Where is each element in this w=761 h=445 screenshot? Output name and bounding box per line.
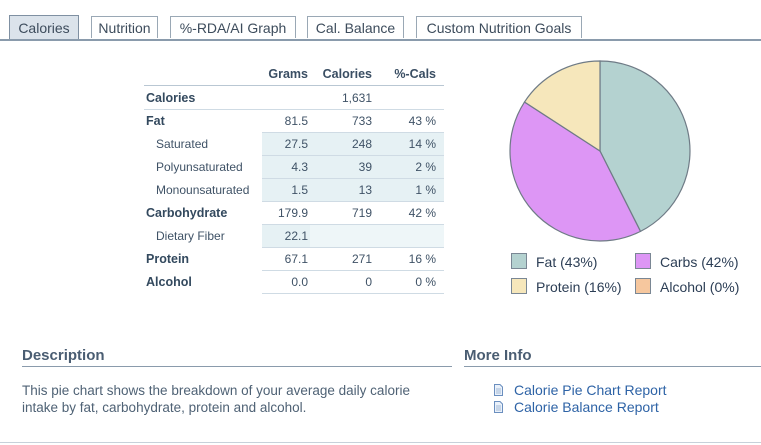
row-divider — [262, 201, 444, 202]
row-shade — [262, 225, 310, 248]
row-label: Alcohol — [146, 275, 192, 289]
row-divider — [262, 270, 444, 271]
pct-value: 2 % — [415, 160, 436, 174]
row-divider — [144, 109, 444, 110]
table-row: Monounsaturated 1.5 13 1 % — [144, 179, 444, 202]
pct-value: 1 % — [415, 183, 436, 197]
tab-bar: Calories Nutrition %-RDA/AI Graph Cal. B… — [0, 0, 761, 41]
table-row: Calories 1,631 — [144, 87, 444, 110]
row-divider — [262, 132, 444, 133]
table-row: Polyunsaturated 4.3 39 2 % — [144, 156, 444, 179]
calories-value: 719 — [351, 206, 372, 220]
calories-value: 39 — [358, 160, 372, 174]
legend-label: Protein (16%) — [536, 279, 622, 295]
pie-slice-protein — [523, 60, 601, 153]
legend-swatch — [511, 278, 527, 294]
legend-label: Alcohol (0%) — [660, 279, 740, 295]
legend-swatch — [635, 253, 651, 269]
description-divider — [22, 366, 452, 367]
footer-divider — [0, 442, 761, 443]
tab-nutrition[interactable]: Nutrition — [91, 16, 158, 38]
calorie-pie-chart — [509, 60, 691, 242]
grams-value: 81.5 — [284, 114, 308, 128]
row-divider — [262, 155, 444, 156]
grams-value: 4.3 — [291, 160, 308, 174]
grams-value — [262, 87, 310, 110]
row-divider — [262, 178, 444, 179]
row-shade — [262, 156, 444, 179]
legend-label: Carbs (42%) — [660, 254, 739, 270]
row-divider — [262, 224, 444, 225]
row-label: Carbohydrate — [146, 206, 228, 220]
more-info-title: More Info — [464, 347, 532, 364]
row-shade — [310, 225, 444, 248]
grams-value: 27.5 — [284, 137, 308, 151]
calories-value: 733 — [351, 114, 372, 128]
row-label: Fat — [146, 114, 165, 128]
tab-rda-ai-graph[interactable]: %-RDA/AI Graph — [170, 16, 296, 38]
calories-value: 271 — [351, 252, 372, 266]
tab-cal-balance[interactable]: Cal. Balance — [307, 16, 404, 38]
tab-calories[interactable]: Calories — [9, 15, 79, 39]
pct-value: 16 % — [408, 252, 436, 266]
description-text: This pie chart shows the breakdown of yo… — [22, 383, 410, 415]
pct-value: 43 % — [408, 114, 436, 128]
header-pct-cals: %-Cals — [394, 67, 436, 81]
table-row: Carbohydrate 179.9 719 42 % — [144, 202, 444, 225]
table-row: Dietary Fiber 22.1 — [144, 225, 444, 248]
calories-value — [310, 225, 374, 248]
row-label: Saturated — [156, 137, 209, 151]
grams-value: 1.5 — [291, 183, 308, 197]
calories-value: 13 — [358, 183, 372, 197]
table-row: Protein 67.1 271 16 % — [144, 248, 444, 271]
row-label: Calories — [146, 91, 196, 105]
document-icon — [494, 401, 503, 413]
row-divider — [262, 247, 444, 248]
grams-value: 67.1 — [284, 252, 308, 266]
calories-value: 0 — [365, 275, 372, 289]
pct-value — [374, 87, 442, 110]
legend-swatch — [635, 278, 651, 294]
table-row: Alcohol 0.0 0 0 % — [144, 271, 444, 294]
grams-value: 0.0 — [291, 275, 308, 289]
legend-label: Fat (43%) — [536, 254, 598, 270]
pie-slice-fat — [599, 60, 691, 233]
pie-slice-carbs — [509, 101, 642, 242]
table-header: Grams Calories %-Cals — [144, 63, 444, 86]
row-label: Protein — [146, 252, 190, 266]
more-info-divider — [464, 366, 761, 367]
row-divider — [144, 85, 444, 86]
calories-value: 248 — [351, 137, 372, 151]
pct-value: 42 % — [408, 206, 436, 220]
document-icon — [494, 384, 503, 396]
legend-swatch — [511, 253, 527, 269]
link-label[interactable]: Calorie Pie Chart Report — [514, 382, 667, 398]
tab-custom-nutrition-goals[interactable]: Custom Nutrition Goals — [416, 16, 582, 38]
row-label: Monounsaturated — [156, 183, 250, 197]
row-label: Polyunsaturated — [156, 160, 243, 174]
calories-value: 1,631 — [341, 91, 372, 105]
row-shade — [262, 133, 444, 156]
pct-value: 0 % — [415, 275, 436, 289]
pct-value — [374, 225, 442, 248]
description-title: Description — [22, 347, 105, 364]
pct-value: 14 % — [408, 137, 436, 151]
row-label: Dietary Fiber — [156, 229, 225, 243]
row-divider — [262, 293, 444, 294]
pie-legend: Fat (43%) Carbs (42%) Protein (16%) Alco… — [511, 252, 761, 302]
row-shade — [262, 179, 444, 202]
table-row: Fat 81.5 733 43 % — [144, 110, 444, 133]
grams-value: 22.1 — [284, 229, 308, 243]
header-grams: Grams — [268, 67, 308, 81]
link-label[interactable]: Calorie Balance Report — [514, 399, 659, 415]
grams-value: 179.9 — [277, 206, 308, 220]
header-calories: Calories — [322, 67, 372, 81]
tab-divider — [0, 39, 761, 41]
table-row: Saturated 27.5 248 14 % — [144, 133, 444, 156]
